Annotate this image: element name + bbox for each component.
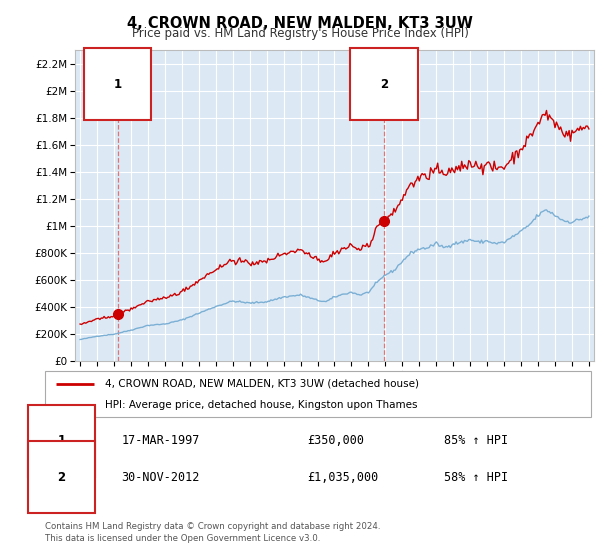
Text: 1: 1 <box>58 434 65 447</box>
Text: HPI: Average price, detached house, Kingston upon Thames: HPI: Average price, detached house, King… <box>105 400 418 410</box>
Text: 30-NOV-2012: 30-NOV-2012 <box>121 471 200 484</box>
Text: Contains HM Land Registry data © Crown copyright and database right 2024.
This d: Contains HM Land Registry data © Crown c… <box>45 522 380 543</box>
Text: £1,035,000: £1,035,000 <box>307 471 379 484</box>
Text: 2: 2 <box>380 78 388 91</box>
Text: 85% ↑ HPI: 85% ↑ HPI <box>443 434 508 447</box>
Text: 58% ↑ HPI: 58% ↑ HPI <box>443 471 508 484</box>
Text: 17-MAR-1997: 17-MAR-1997 <box>121 434 200 447</box>
Text: 4, CROWN ROAD, NEW MALDEN, KT3 3UW: 4, CROWN ROAD, NEW MALDEN, KT3 3UW <box>127 16 473 31</box>
FancyBboxPatch shape <box>45 371 591 417</box>
Text: £350,000: £350,000 <box>307 434 364 447</box>
Text: 4, CROWN ROAD, NEW MALDEN, KT3 3UW (detached house): 4, CROWN ROAD, NEW MALDEN, KT3 3UW (deta… <box>105 379 419 389</box>
Text: 1: 1 <box>113 78 122 91</box>
Text: Price paid vs. HM Land Registry's House Price Index (HPI): Price paid vs. HM Land Registry's House … <box>131 27 469 40</box>
Text: 2: 2 <box>58 471 65 484</box>
